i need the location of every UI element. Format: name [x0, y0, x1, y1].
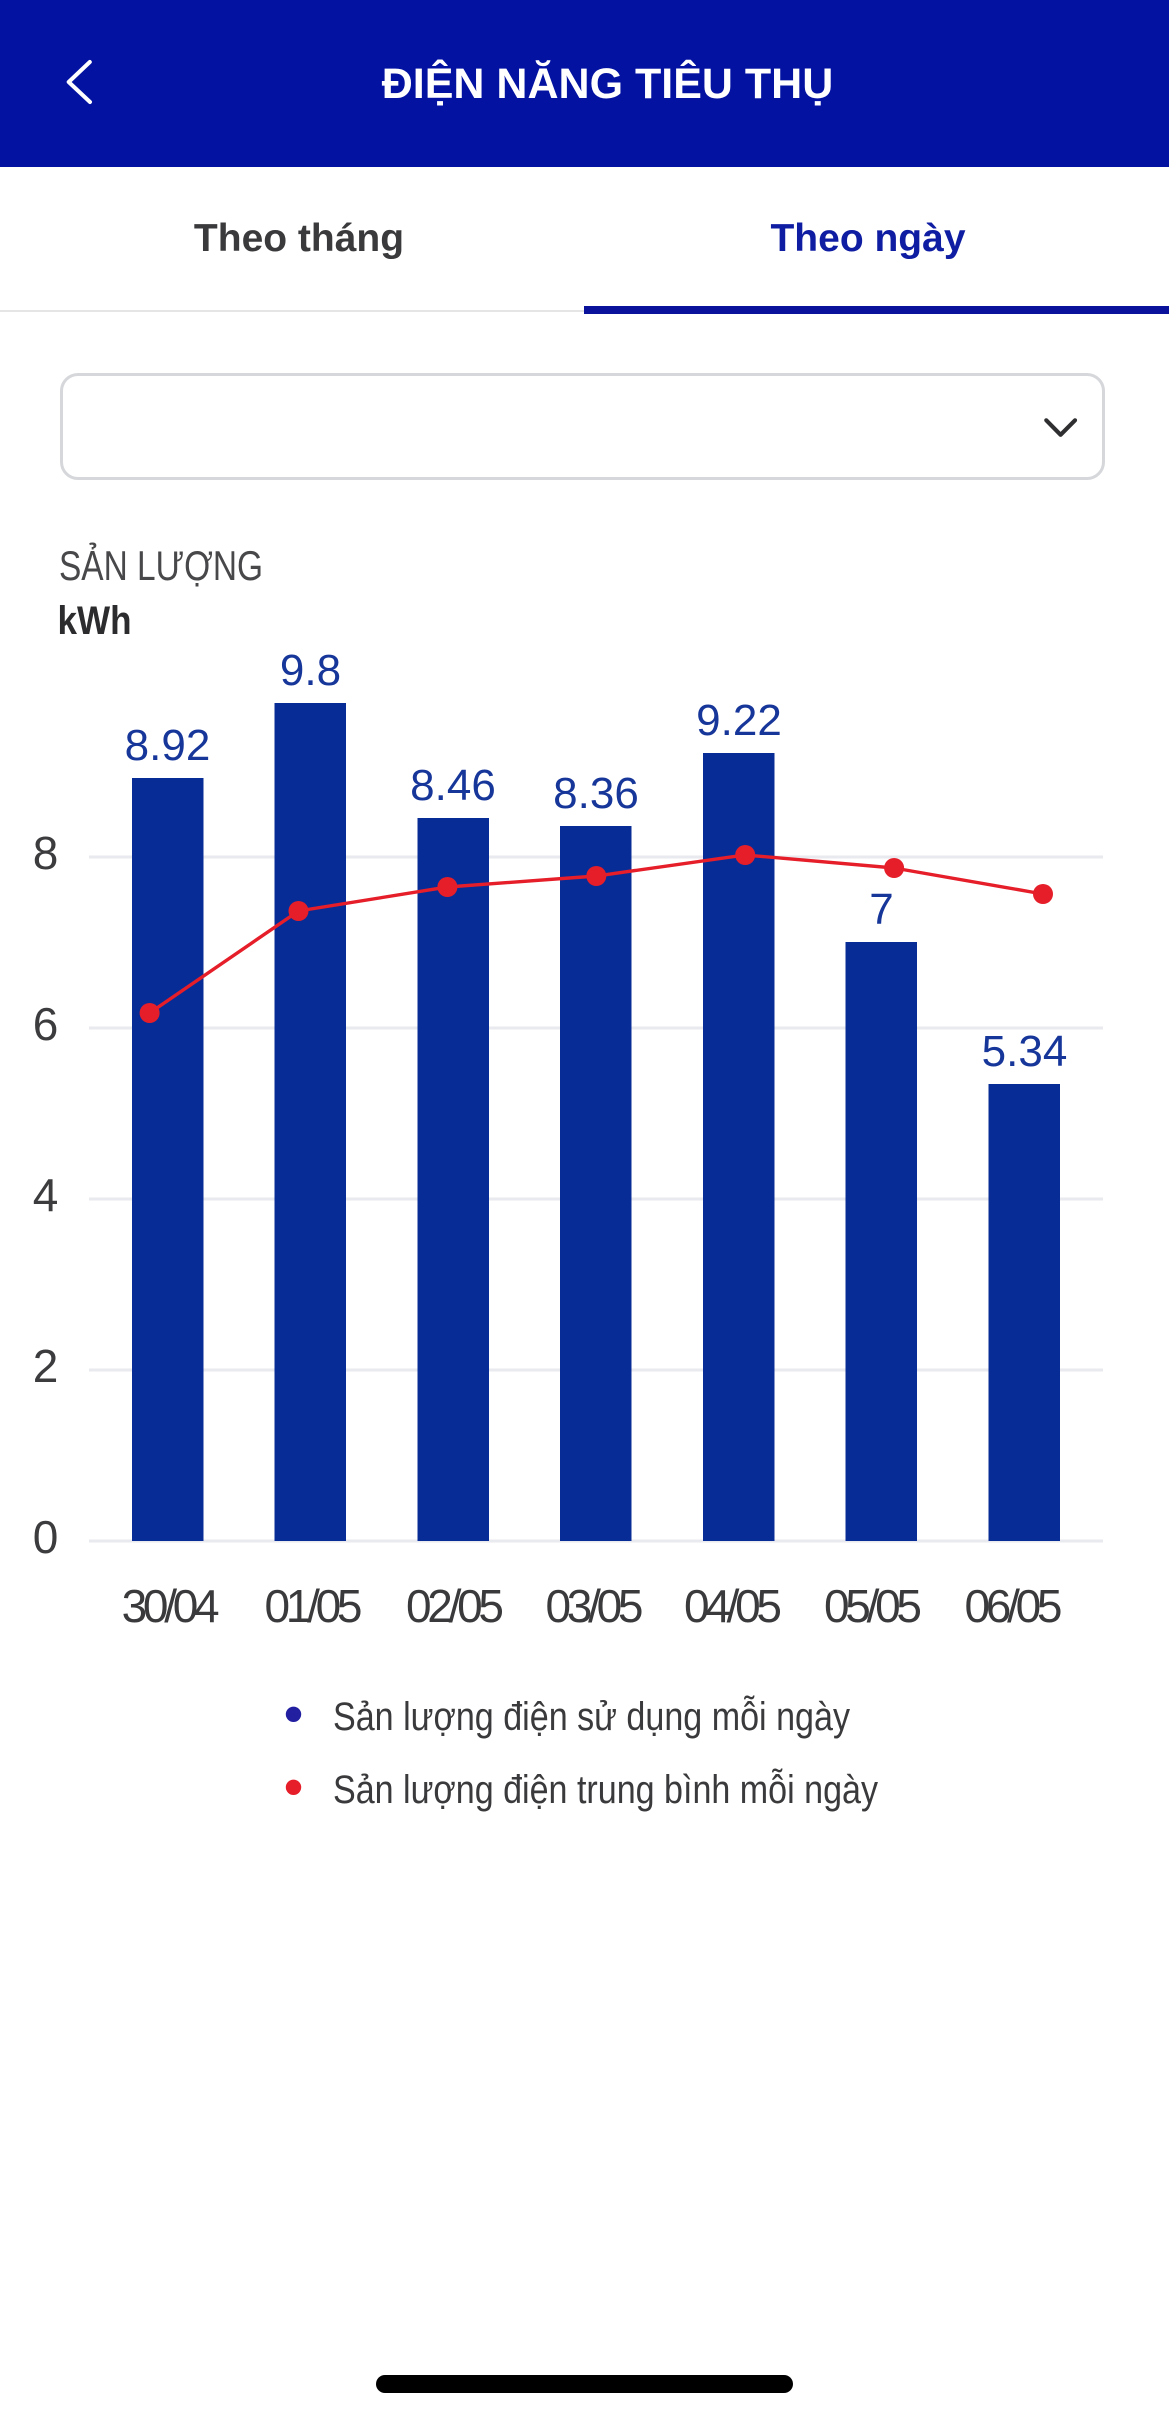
svg-text:8: 8	[33, 827, 59, 879]
svg-text:04/05: 04/05	[684, 1580, 782, 1632]
svg-text:8.92: 8.92	[125, 721, 211, 770]
svg-text:05/05: 05/05	[824, 1580, 922, 1632]
svg-text:Sản lượng điện sử dụng mỗi ngà: Sản lượng điện sử dụng mỗi ngày	[333, 1695, 850, 1739]
svg-text:4: 4	[33, 1169, 59, 1221]
svg-text:7: 7	[869, 885, 893, 934]
svg-text:0: 0	[33, 1511, 59, 1563]
svg-text:9.8: 9.8	[280, 646, 341, 695]
svg-text:2: 2	[33, 1340, 59, 1392]
svg-text:5.34: 5.34	[982, 1027, 1068, 1076]
svg-text:8.46: 8.46	[410, 761, 496, 810]
svg-text:03/05: 03/05	[546, 1580, 644, 1632]
svg-text:02/05: 02/05	[406, 1580, 504, 1632]
svg-text:06/05: 06/05	[965, 1580, 1063, 1632]
svg-text:01/05: 01/05	[265, 1580, 363, 1632]
svg-text:30/04: 30/04	[122, 1580, 220, 1632]
svg-text:Sản lượng điện trung bình mỗi: Sản lượng điện trung bình mỗi ngày	[333, 1768, 878, 1812]
svg-text:kWh: kWh	[58, 599, 132, 643]
svg-text:6: 6	[33, 998, 59, 1050]
svg-text:8.36: 8.36	[553, 769, 639, 818]
svg-text:9.22: 9.22	[696, 696, 782, 745]
svg-text:SẢN LƯỢNG: SẢN LƯỢNG	[59, 542, 263, 589]
